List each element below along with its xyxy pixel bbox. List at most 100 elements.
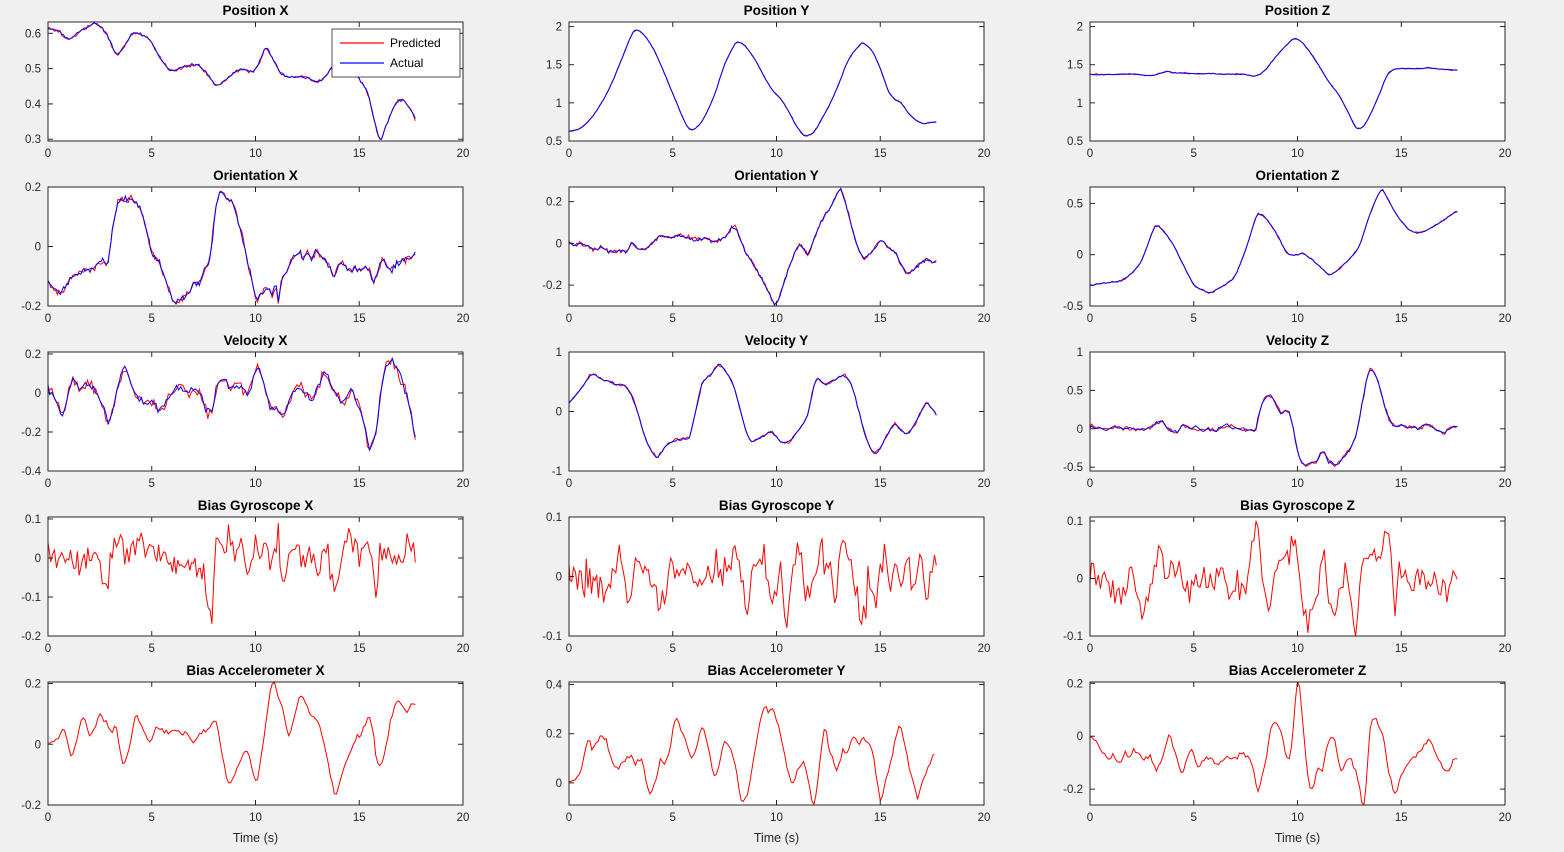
y-tick-label: 1.5 bbox=[546, 60, 562, 72]
chart-svg-bias-accelerometer-x: 0 5 10 15 20 -0.2 0 0.2 Bias Accelerometer X Time… bbox=[21, 663, 470, 845]
y-tick-label: -0.2 bbox=[21, 800, 41, 812]
y-tick-label: 0.1 bbox=[25, 514, 41, 526]
y-tick-label: 0.2 bbox=[25, 182, 41, 194]
y-tick-label: 0.1 bbox=[546, 512, 562, 524]
y-tick-label: 0.2 bbox=[25, 349, 41, 361]
plot-area bbox=[569, 682, 984, 805]
x-tick-label: 10 bbox=[770, 643, 783, 655]
series-predicted bbox=[48, 682, 416, 795]
chart-title: Bias Gyroscope Y bbox=[719, 498, 834, 513]
y-tick-label: 0 bbox=[556, 407, 562, 419]
chart-title: Position Z bbox=[1265, 3, 1330, 18]
x-tick-label: 5 bbox=[670, 643, 676, 655]
chart-svg-position-z: 0 5 10 15 20 0.5 1 1.5 2 Position Z bbox=[1067, 3, 1512, 160]
x-tick-label: 0 bbox=[566, 812, 572, 824]
chart-svg-bias-accelerometer-y: 0 5 10 15 20 0 0.2 0.4 Bias Accelerometer Y Time … bbox=[546, 663, 991, 845]
chart-svg-orientation-y: 0 5 10 15 20 -0.2 0 0.2 Orientation Y bbox=[542, 168, 990, 325]
chart-svg-orientation-x: 0 5 10 15 20 -0.2 0 0.2 Orientation X bbox=[21, 168, 470, 325]
plot-area bbox=[1090, 352, 1505, 471]
x-tick-label: 15 bbox=[874, 148, 887, 160]
y-tick-label: 0.2 bbox=[546, 197, 562, 209]
x-axis-label: Time (s) bbox=[754, 831, 799, 845]
y-tick-label: 0 bbox=[35, 242, 41, 254]
y-tick-label: -0.1 bbox=[1063, 631, 1083, 643]
x-tick-label: 10 bbox=[249, 313, 262, 325]
x-tick-label: 5 bbox=[1191, 313, 1197, 325]
series-predicted bbox=[1090, 682, 1458, 805]
chart-svg-bias-gyroscope-z: 0 5 10 15 20 -0.1 0 0.1 Bias Gyroscope Z bbox=[1063, 498, 1511, 655]
x-tick-label: 15 bbox=[353, 313, 366, 325]
x-tick-label: 0 bbox=[45, 812, 51, 824]
subplot-orientation-z: 0 5 10 15 20 -0.5 0 0.5 Orientation Z bbox=[1042, 165, 1563, 330]
chart-title: Bias Accelerometer Z bbox=[1229, 663, 1367, 678]
y-tick-label: -0.1 bbox=[21, 592, 41, 604]
y-tick-label: -0.2 bbox=[21, 427, 41, 439]
x-tick-label: 10 bbox=[770, 313, 783, 325]
x-tick-label: 10 bbox=[249, 643, 262, 655]
y-tick-label: 0.5 bbox=[25, 64, 41, 76]
x-tick-label: 0 bbox=[45, 313, 51, 325]
x-tick-label: 20 bbox=[1499, 812, 1512, 824]
x-tick-label: 5 bbox=[1191, 812, 1197, 824]
chart-title: Velocity Z bbox=[1266, 333, 1329, 348]
x-tick-label: 5 bbox=[670, 812, 676, 824]
y-tick-label: 2 bbox=[1077, 22, 1083, 34]
subplot-bias-accelerometer-z: 0 5 10 15 20 -0.2 0 0.2 Bias Accelerometer Z Time… bbox=[1042, 660, 1563, 847]
y-tick-label: 0.4 bbox=[25, 99, 42, 111]
x-tick-label: 0 bbox=[1087, 478, 1093, 490]
y-tick-label: 2 bbox=[556, 22, 562, 34]
y-tick-label: 0 bbox=[35, 553, 41, 565]
x-tick-label: 20 bbox=[457, 812, 470, 824]
plot-area bbox=[1090, 682, 1505, 805]
y-tick-label: -0.2 bbox=[21, 301, 41, 313]
x-tick-label: 20 bbox=[978, 478, 991, 490]
chart-title: Bias Gyroscope Z bbox=[1240, 498, 1355, 513]
subplot-bias-gyroscope-y: 0 5 10 15 20 -0.1 0 0.1 Bias Gyroscope Y bbox=[521, 495, 1042, 660]
chart-svg-position-y: 0 5 10 15 20 0.5 1 1.5 2 Position Y bbox=[546, 3, 990, 160]
x-tick-label: 15 bbox=[874, 313, 887, 325]
x-tick-label: 10 bbox=[1291, 478, 1304, 490]
plot-area bbox=[569, 187, 984, 306]
series-actual bbox=[569, 363, 937, 458]
y-tick-label: -0.1 bbox=[542, 631, 562, 643]
subplot-velocity-z: 0 5 10 15 20 -0.5 0 0.5 1 Velocity Z bbox=[1042, 330, 1563, 495]
x-tick-label: 0 bbox=[1087, 643, 1093, 655]
x-tick-label: 10 bbox=[249, 478, 262, 490]
x-tick-label: 15 bbox=[353, 478, 366, 490]
plot-area bbox=[48, 682, 463, 805]
series-predicted bbox=[48, 190, 416, 306]
chart-title: Bias Accelerometer X bbox=[186, 663, 324, 678]
x-tick-label: 15 bbox=[353, 148, 366, 160]
x-tick-label: 20 bbox=[457, 313, 470, 325]
x-tick-label: 20 bbox=[1499, 148, 1512, 160]
x-tick-label: 0 bbox=[1087, 148, 1093, 160]
subplot-orientation-y: 0 5 10 15 20 -0.2 0 0.2 Orientation Y bbox=[521, 165, 1042, 330]
plot-area bbox=[1090, 22, 1505, 141]
x-tick-label: 0 bbox=[566, 148, 572, 160]
y-tick-label: 0 bbox=[35, 739, 41, 751]
x-tick-label: 5 bbox=[670, 148, 676, 160]
x-tick-label: 0 bbox=[566, 313, 572, 325]
x-tick-label: 5 bbox=[149, 313, 155, 325]
x-tick-label: 20 bbox=[978, 812, 991, 824]
chart-title: Position Y bbox=[744, 3, 810, 18]
series-predicted bbox=[569, 705, 935, 805]
x-axis-label: Time (s) bbox=[1275, 831, 1320, 845]
subplot-bias-gyroscope-x: 0 5 10 15 20 -0.2 -0.1 0 0.1 Bias Gyroscope X bbox=[0, 495, 521, 660]
x-tick-label: 10 bbox=[770, 478, 783, 490]
y-tick-label: -0.2 bbox=[1063, 784, 1083, 796]
x-tick-label: 15 bbox=[874, 478, 887, 490]
x-tick-label: 5 bbox=[1191, 643, 1197, 655]
x-tick-label: 20 bbox=[457, 478, 470, 490]
x-tick-label: 0 bbox=[1087, 313, 1093, 325]
y-tick-label: 0 bbox=[556, 778, 562, 790]
legend-label-predicted: Predicted bbox=[390, 36, 441, 50]
legend-box bbox=[331, 28, 461, 78]
chart-svg-orientation-z: 0 5 10 15 20 -0.5 0 0.5 Orientation Z bbox=[1063, 168, 1511, 325]
x-tick-label: 0 bbox=[45, 643, 51, 655]
chart-title: Orientation Y bbox=[734, 168, 819, 183]
x-tick-label: 5 bbox=[1191, 478, 1197, 490]
series-actual bbox=[48, 191, 416, 305]
x-tick-label: 15 bbox=[1395, 313, 1408, 325]
x-tick-label: 0 bbox=[566, 478, 572, 490]
